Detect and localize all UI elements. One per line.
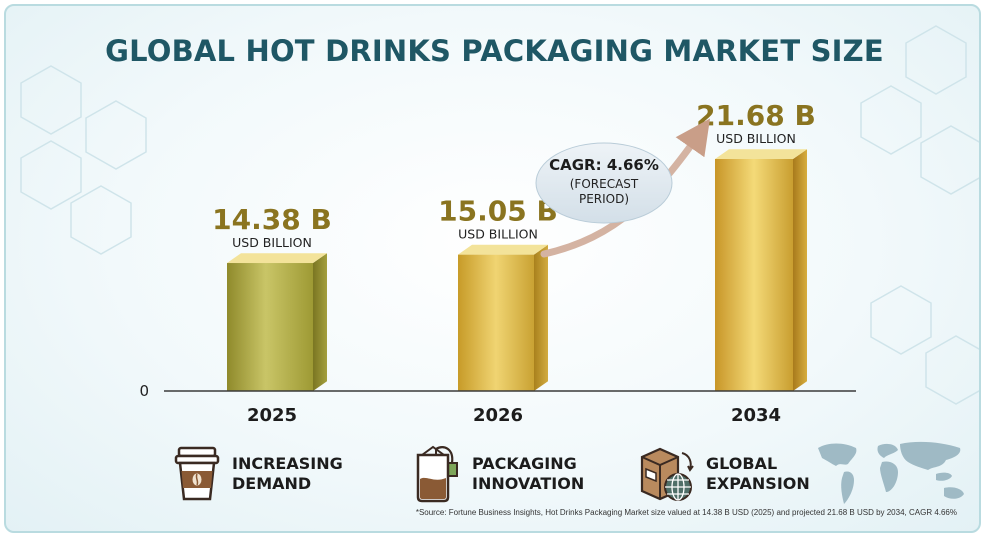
value-label-2026: 15.05 B xyxy=(438,195,558,228)
bar-front-2025 xyxy=(227,263,313,391)
x-tick-2026: 2026 xyxy=(473,405,523,426)
feature-increasing-demand: INCREASING DEMAND xyxy=(174,444,343,504)
cagr-period-line2: PERIOD) xyxy=(579,192,629,206)
feature-label-demand: INCREASING DEMAND xyxy=(232,454,343,493)
value-label-2034: 21.68 B xyxy=(696,99,816,132)
feature-label-expansion: GLOBAL EXPANSION xyxy=(706,454,810,493)
cagr-bubble: CAGR: 4.66% (FORECAST PERIOD) xyxy=(535,142,673,224)
source-note: *Source: Fortune Business Insights, Hot … xyxy=(415,508,957,517)
bar-side-2025 xyxy=(313,253,327,391)
feature-global-expansion: GLOBAL EXPANSION xyxy=(638,444,810,504)
infographic-card: GLOBAL HOT DRINKS PACKAGING MARKET SIZE … xyxy=(4,4,981,533)
value-label-2025: 14.38 B xyxy=(212,203,332,236)
unit-label-2026: USD BILLION xyxy=(458,227,538,242)
y-tick-label: 0 xyxy=(139,382,149,400)
bar-2025 xyxy=(227,253,327,391)
world-map-graphic xyxy=(818,441,964,504)
x-tick-2025: 2025 xyxy=(247,405,297,426)
bar-front-2034 xyxy=(715,159,793,391)
bar-top-2025 xyxy=(227,253,327,264)
feature-label-innovation: PACKAGING INNOVATION xyxy=(472,454,585,493)
coffee-cup-icon xyxy=(174,446,220,501)
bar-top-2026 xyxy=(458,244,548,255)
bar-top-2034 xyxy=(715,149,807,159)
bar-2026 xyxy=(458,244,548,391)
cagr-value: CAGR: 4.66% xyxy=(549,156,659,174)
cagr-period-line1: (FORECAST xyxy=(570,177,639,191)
x-tick-2034: 2034 xyxy=(731,405,781,426)
bar-side-2026 xyxy=(534,244,548,391)
global-package-icon xyxy=(640,447,694,501)
bar-front-2026 xyxy=(458,254,534,391)
bar-2034 xyxy=(715,149,807,391)
chart-title: GLOBAL HOT DRINKS PACKAGING MARKET SIZE xyxy=(105,34,884,68)
unit-label-2034: USD BILLION xyxy=(716,131,796,146)
feature-packaging-innovation: PACKAGING INNOVATION xyxy=(408,444,584,504)
tea-bag-icon xyxy=(416,445,458,503)
bar-side-2034 xyxy=(793,149,807,391)
unit-label-2025: USD BILLION xyxy=(232,235,312,250)
